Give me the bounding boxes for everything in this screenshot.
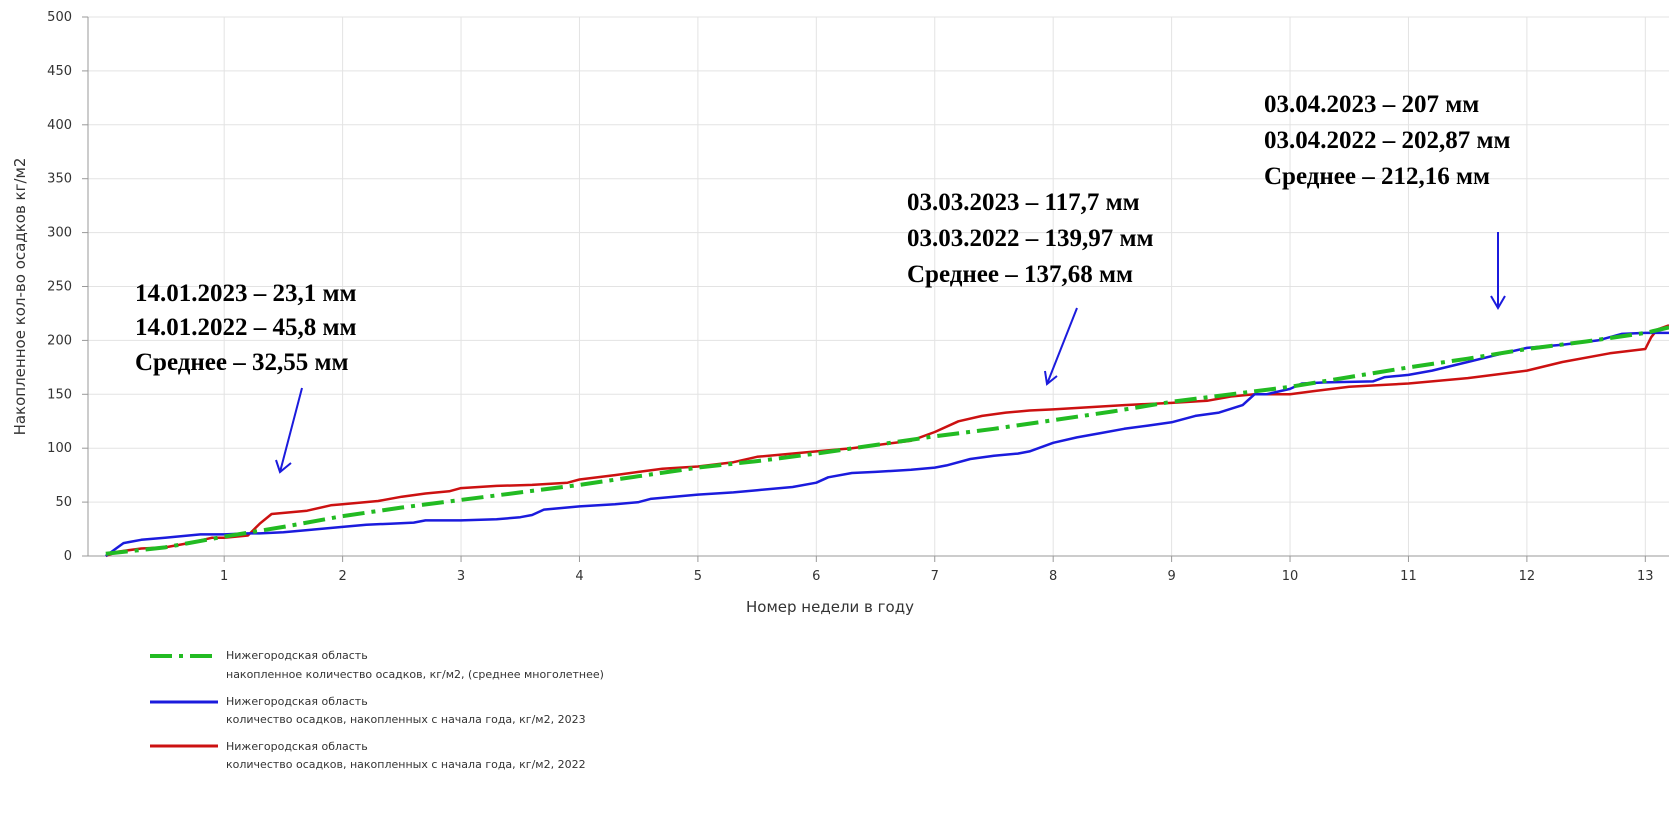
annotation-arrows [275,232,1506,474]
y-tick-label: 200 [47,333,72,348]
arrow-march-head [1044,370,1058,386]
x-tick-label: 2 [338,569,346,584]
x-tick-label: 1 [220,569,228,584]
x-tick-label: 13 [1637,569,1654,584]
y-axis-label: Накопленное кол-во осадков кг/м2 [11,158,29,436]
series-lines [105,324,1669,558]
annotation-january-line-3: Среднее – 32,55 мм [135,349,349,376]
x-tick-label: 9 [1167,569,1175,584]
x-tick-labels: 1 2 3 4 5 6 7 8 9 10 11 12 13 [220,569,1654,584]
annotation-january-line-2: 14.01.2022 – 45,8 мм [135,314,357,341]
annotation-march-line-2: 03.03.2022 – 139,97 мм [907,225,1154,252]
legend: Нижегородская область накопленное количе… [150,649,604,771]
grid [88,16,1669,556]
x-tick-label: 7 [931,569,939,584]
legend-item-2023[interactable]: Нижегородская область количество осадков… [150,695,586,726]
legend-title-average: Нижегородская область [226,649,368,662]
legend-item-2022[interactable]: Нижегородская область количество осадков… [150,740,586,771]
series-line-2 [105,324,1669,558]
y-tick-label: 450 [47,64,72,79]
annotation-march-line-1: 03.03.2023 – 117,7 мм [907,189,1140,216]
annotation-march: 03.03.2023 – 117,7 мм 03.03.2022 – 139,9… [907,189,1154,288]
legend-subtitle-2022: количество осадков, накопленных с начала… [226,758,586,771]
x-tick-label: 5 [694,569,702,584]
y-tick-label: 0 [64,549,72,564]
x-tick-label: 11 [1400,569,1417,584]
y-tick-labels: 0 50 100 150 200 250 300 350 400 450 500 [47,10,72,564]
legend-title-2022: Нижегородская область [226,740,368,753]
x-axis-label: Номер недели в году [746,598,914,616]
legend-title-2023: Нижегородская область [226,695,368,708]
y-tick-label: 250 [47,280,72,295]
series-line-0 [105,325,1669,556]
legend-item-average[interactable]: Нижегородская область накопленное количе… [150,649,604,681]
x-tick-label: 6 [812,569,820,584]
arrow-january-head [275,459,292,474]
y-tick-label: 500 [47,10,72,25]
x-tick-label: 10 [1282,569,1299,584]
y-tick-label: 100 [47,441,72,456]
annotation-march-line-3: Среднее – 137,68 мм [907,261,1133,288]
x-tick-label: 8 [1049,569,1057,584]
legend-subtitle-average: накопленное количество осадков, кг/м2, (… [226,668,604,681]
y-tick-label: 300 [47,226,72,241]
arrow-april-head [1490,295,1506,310]
annotation-january-line-1: 14.01.2023 – 23,1 мм [135,280,357,307]
x-tick-label: 3 [457,569,465,584]
y-tick-label: 350 [47,172,72,187]
x-tick-label: 12 [1519,569,1536,584]
annotation-april: 03.04.2023 – 207 мм 03.04.2022 – 202,87 … [1264,91,1511,190]
y-tick-label: 150 [47,387,72,402]
arrow-january [279,387,303,473]
y-tick-label: 400 [47,118,72,133]
annotation-april-line-3: Среднее – 212,16 мм [1264,163,1490,190]
series-line-1 [105,331,1669,558]
arrow-march [1046,307,1078,385]
annotation-january: 14.01.2023 – 23,1 мм 14.01.2022 – 45,8 м… [135,280,357,376]
x-tick-label: 4 [575,569,583,584]
annotation-april-line-2: 03.04.2022 – 202,87 мм [1264,127,1511,154]
axes [82,16,1669,562]
y-tick-label: 50 [55,495,72,510]
annotation-april-line-1: 03.04.2023 – 207 мм [1264,91,1479,118]
legend-subtitle-2023: количество осадков, накопленных с начала… [226,713,586,726]
